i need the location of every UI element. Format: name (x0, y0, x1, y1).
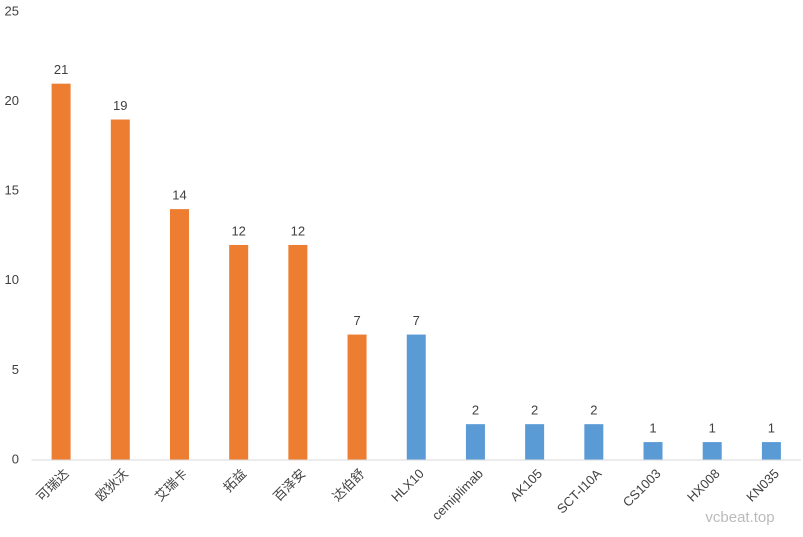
data-label: 1 (768, 421, 775, 436)
x-tick-label: KN035 (743, 466, 782, 505)
bar (406, 334, 426, 460)
data-label: 2 (590, 403, 597, 418)
y-tick-label: 20 (5, 93, 19, 108)
data-label: 7 (353, 313, 360, 328)
y-tick-label: 10 (5, 272, 19, 287)
x-tick-label: cemiplimab (429, 466, 486, 523)
x-tick-label: 可瑞达 (33, 466, 71, 504)
data-label: 21 (54, 62, 68, 77)
data-label: 1 (709, 421, 716, 436)
x-tick-label: HLX10 (388, 466, 427, 505)
bar (110, 119, 130, 461)
y-tick-label: 15 (5, 183, 19, 198)
x-tick-label: AK105 (507, 466, 545, 504)
bar (51, 83, 71, 461)
bar (525, 424, 545, 460)
data-label: 14 (172, 188, 186, 203)
bar (288, 244, 308, 460)
bar (643, 442, 663, 460)
x-tick-label: SCT-I10A (554, 466, 605, 517)
x-tick-label: 拓益 (220, 466, 249, 495)
data-label: 2 (472, 403, 479, 418)
data-label: 12 (231, 223, 245, 238)
x-tick-label: 百泽安 (270, 466, 308, 504)
bar (465, 424, 485, 460)
data-label: 1 (649, 421, 656, 436)
y-tick-label: 0 (12, 451, 19, 466)
bar (761, 442, 781, 460)
x-tick-label: 欧狄沃 (93, 466, 131, 504)
watermark: vcbeat.top (705, 509, 774, 526)
bar (584, 424, 604, 460)
bar (229, 244, 249, 460)
x-tick-label: 达伯舒 (329, 466, 367, 504)
x-tick-label: HX008 (684, 466, 723, 505)
y-tick-label: 5 (12, 362, 19, 377)
bar (702, 442, 722, 460)
y-tick-label: 25 (5, 3, 19, 18)
data-label: 2 (531, 403, 538, 418)
x-tick-label: CS1003 (620, 466, 664, 510)
data-label: 12 (291, 223, 305, 238)
x-tick-label: 艾瑞卡 (152, 466, 190, 504)
data-label: 19 (113, 98, 127, 113)
data-label: 7 (413, 313, 420, 328)
bar (347, 334, 367, 460)
bar (169, 209, 189, 460)
